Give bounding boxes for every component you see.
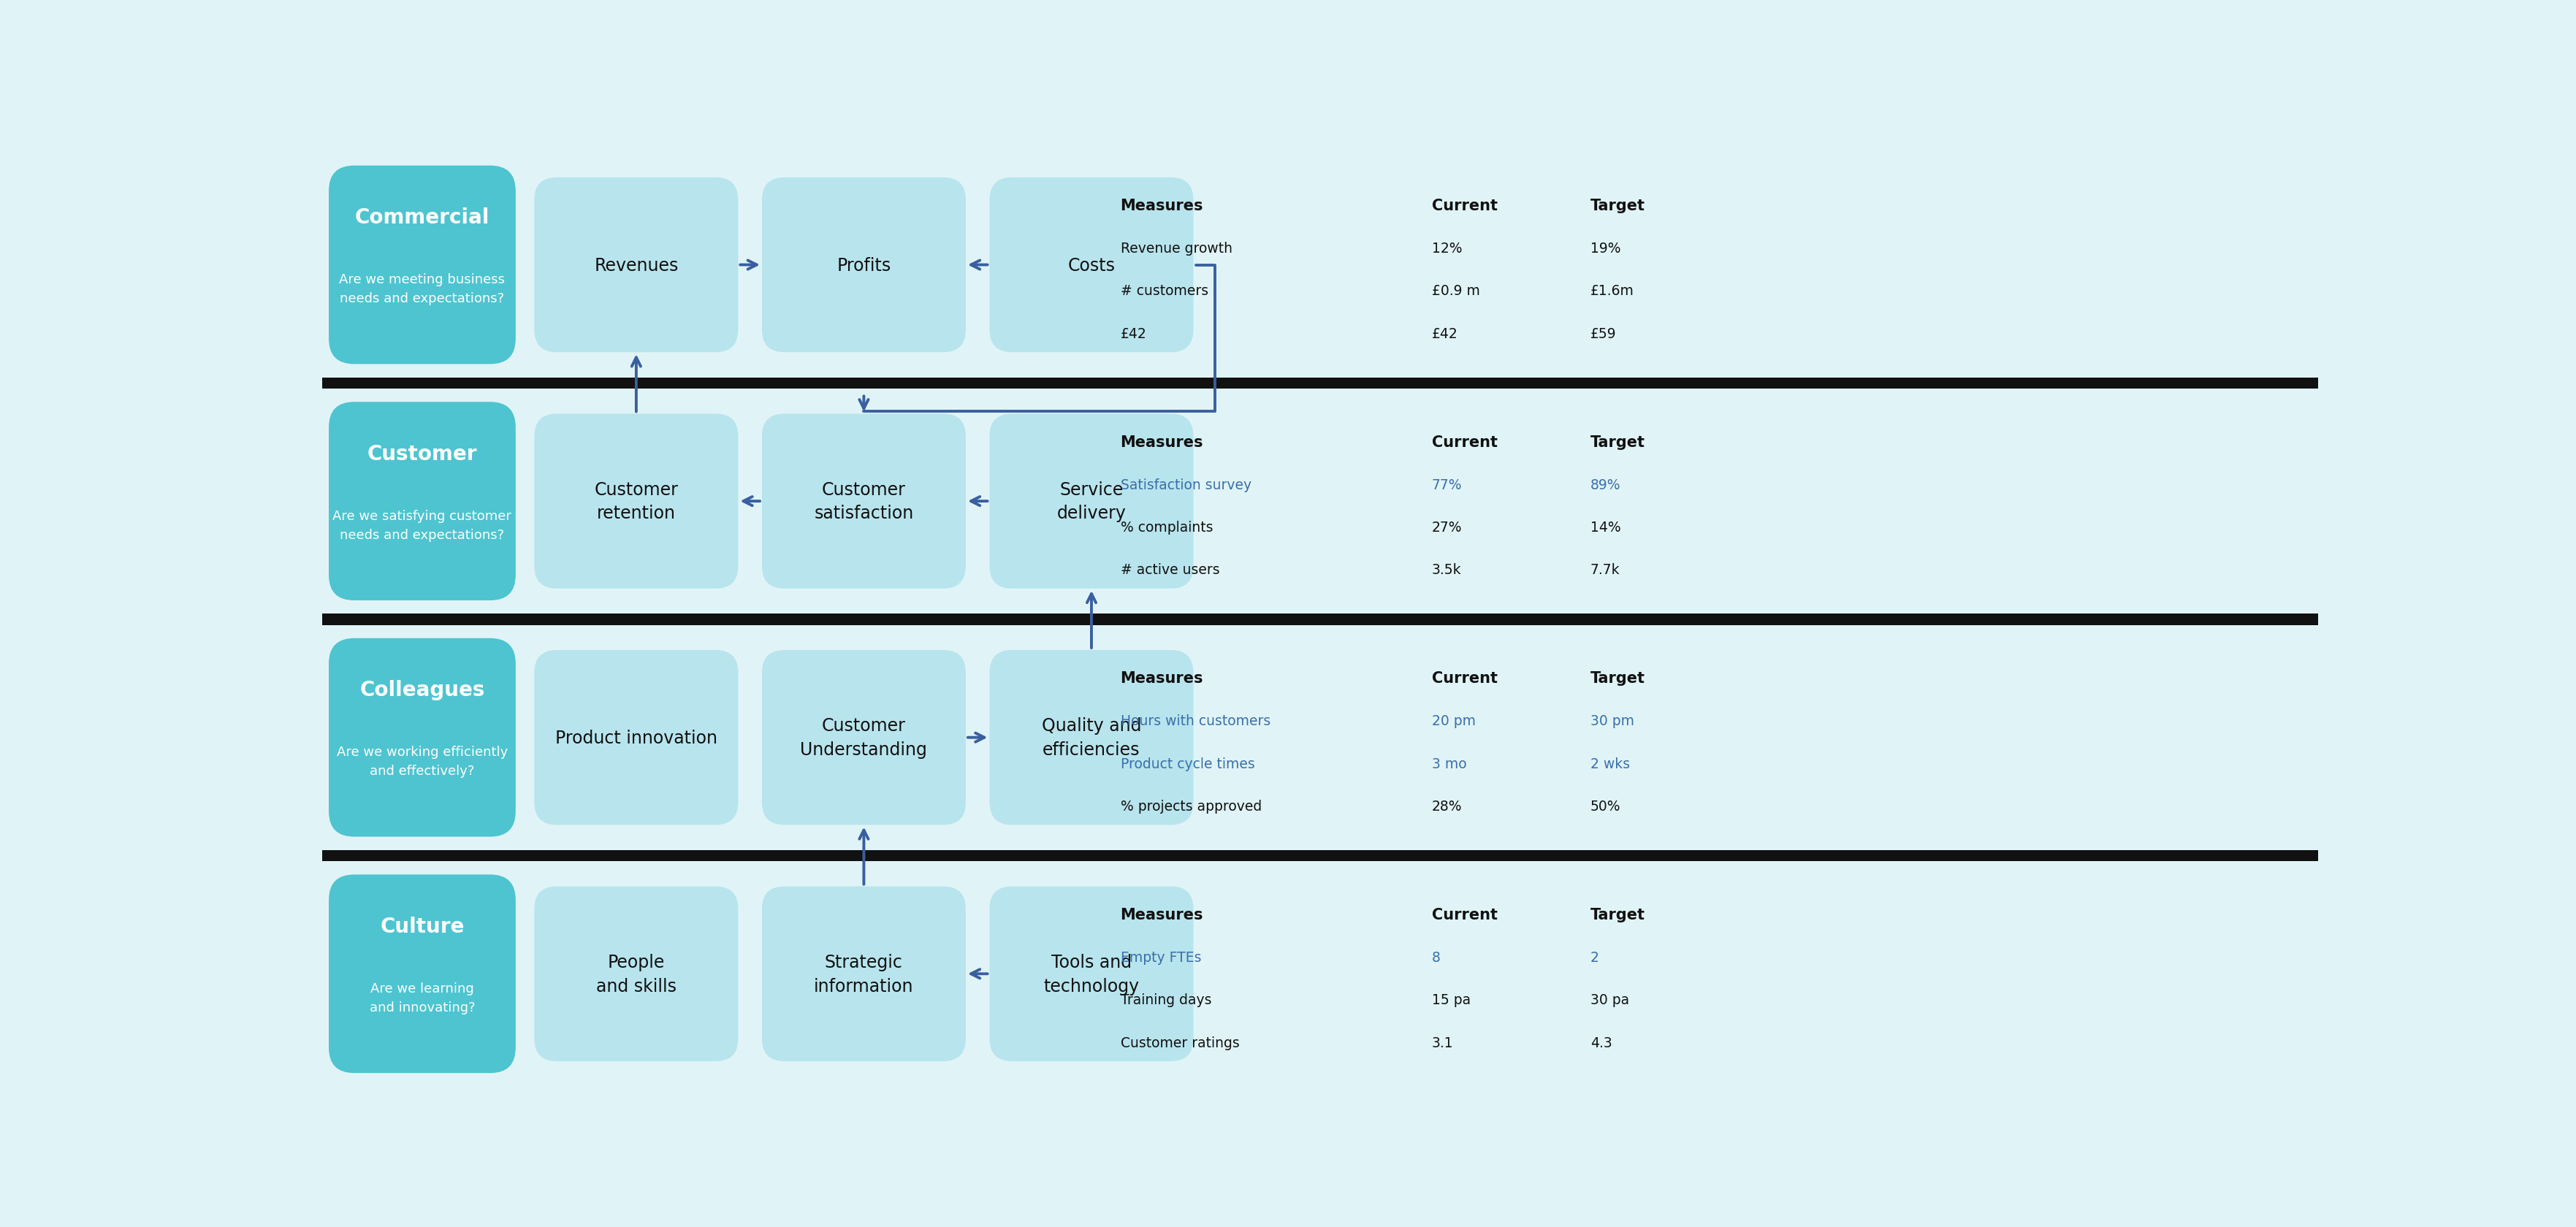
Text: £59: £59 (1589, 326, 1615, 341)
Text: Customer
retention: Customer retention (595, 481, 677, 523)
FancyBboxPatch shape (330, 638, 515, 837)
FancyBboxPatch shape (533, 415, 739, 589)
FancyBboxPatch shape (762, 415, 966, 589)
Text: Colleagues: Colleagues (361, 680, 484, 701)
Text: 2: 2 (1589, 950, 1600, 964)
Text: Revenue growth: Revenue growth (1121, 242, 1231, 255)
Text: Tools and
technology: Tools and technology (1043, 953, 1139, 995)
Text: Measures: Measures (1121, 434, 1203, 449)
Text: Current: Current (1432, 199, 1497, 213)
Text: Revenues: Revenues (595, 256, 677, 274)
Text: Current: Current (1432, 671, 1497, 686)
FancyBboxPatch shape (330, 166, 515, 364)
Text: Customer
Understanding: Customer Understanding (801, 717, 927, 758)
Text: Target: Target (1589, 434, 1646, 449)
Text: Are we meeting business
needs and expectations?: Are we meeting business needs and expect… (340, 274, 505, 306)
Text: # customers: # customers (1121, 285, 1208, 298)
Text: % complaints: % complaints (1121, 520, 1213, 534)
Text: Are we satisfying customer
needs and expectations?: Are we satisfying customer needs and exp… (332, 509, 513, 541)
FancyBboxPatch shape (989, 887, 1193, 1061)
Text: Customer: Customer (368, 444, 477, 464)
Text: 20 pm: 20 pm (1432, 714, 1476, 728)
Text: Empty FTEs: Empty FTEs (1121, 950, 1200, 964)
FancyBboxPatch shape (989, 178, 1193, 352)
FancyBboxPatch shape (533, 178, 739, 352)
Text: Commercial: Commercial (355, 207, 489, 228)
Text: 28%: 28% (1432, 799, 1463, 814)
Text: 14%: 14% (1589, 520, 1620, 534)
Bar (322, 614, 2318, 626)
Text: Measures: Measures (1121, 671, 1203, 686)
Text: 3 mo: 3 mo (1432, 757, 1466, 771)
Bar (322, 850, 2318, 861)
Text: Are we learning
and innovating?: Are we learning and innovating? (368, 982, 474, 1014)
Text: Culture: Culture (381, 917, 464, 936)
Bar (322, 378, 2318, 389)
Text: 15 pa: 15 pa (1432, 993, 1471, 1006)
Text: Quality and
efficiencies: Quality and efficiencies (1041, 717, 1141, 758)
Text: Profits: Profits (837, 256, 891, 274)
Text: # active users: # active users (1121, 563, 1218, 577)
Text: Customer ratings: Customer ratings (1121, 1036, 1239, 1049)
Text: 77%: 77% (1432, 477, 1463, 492)
Text: Service
delivery: Service delivery (1056, 481, 1126, 523)
Text: £0.9 m: £0.9 m (1432, 285, 1479, 298)
Text: Product cycle times: Product cycle times (1121, 757, 1255, 771)
FancyBboxPatch shape (989, 650, 1193, 825)
Text: Target: Target (1589, 907, 1646, 921)
Text: 3.1: 3.1 (1432, 1036, 1453, 1049)
Text: £42: £42 (1121, 326, 1146, 341)
Text: 27%: 27% (1432, 520, 1463, 534)
Text: Current: Current (1432, 907, 1497, 921)
Text: Training days: Training days (1121, 993, 1211, 1006)
Text: Target: Target (1589, 199, 1646, 213)
Text: 3.5k: 3.5k (1432, 563, 1461, 577)
FancyBboxPatch shape (533, 650, 739, 825)
FancyBboxPatch shape (762, 887, 966, 1061)
FancyBboxPatch shape (762, 178, 966, 352)
Text: Are we working efficiently
and effectively?: Are we working efficiently and effective… (337, 746, 507, 778)
Text: Hours with customers: Hours with customers (1121, 714, 1270, 728)
Text: Target: Target (1589, 671, 1646, 686)
Text: Costs: Costs (1066, 256, 1115, 274)
Text: £42: £42 (1432, 326, 1458, 341)
Text: 4.3: 4.3 (1589, 1036, 1613, 1049)
Text: Current: Current (1432, 434, 1497, 449)
Text: 8: 8 (1432, 950, 1440, 964)
Text: Satisfaction survey: Satisfaction survey (1121, 477, 1252, 492)
Text: £1.6m: £1.6m (1589, 285, 1633, 298)
Text: 30 pa: 30 pa (1589, 993, 1628, 1006)
Text: Customer
satisfaction: Customer satisfaction (814, 481, 914, 523)
Text: 50%: 50% (1589, 799, 1620, 814)
FancyBboxPatch shape (989, 415, 1193, 589)
Text: 7.7k: 7.7k (1589, 563, 1620, 577)
Text: Measures: Measures (1121, 199, 1203, 213)
Text: People
and skills: People and skills (595, 953, 677, 995)
Text: Strategic
information: Strategic information (814, 953, 914, 995)
Text: Product innovation: Product innovation (556, 729, 716, 746)
Text: 19%: 19% (1589, 242, 1620, 255)
FancyBboxPatch shape (330, 402, 515, 601)
FancyBboxPatch shape (330, 875, 515, 1074)
FancyBboxPatch shape (762, 650, 966, 825)
Text: 2 wks: 2 wks (1589, 757, 1631, 771)
FancyBboxPatch shape (533, 887, 739, 1061)
Text: % projects approved: % projects approved (1121, 799, 1262, 814)
Text: Measures: Measures (1121, 907, 1203, 921)
Text: 89%: 89% (1589, 477, 1620, 492)
Text: 30 pm: 30 pm (1589, 714, 1633, 728)
Text: 12%: 12% (1432, 242, 1463, 255)
